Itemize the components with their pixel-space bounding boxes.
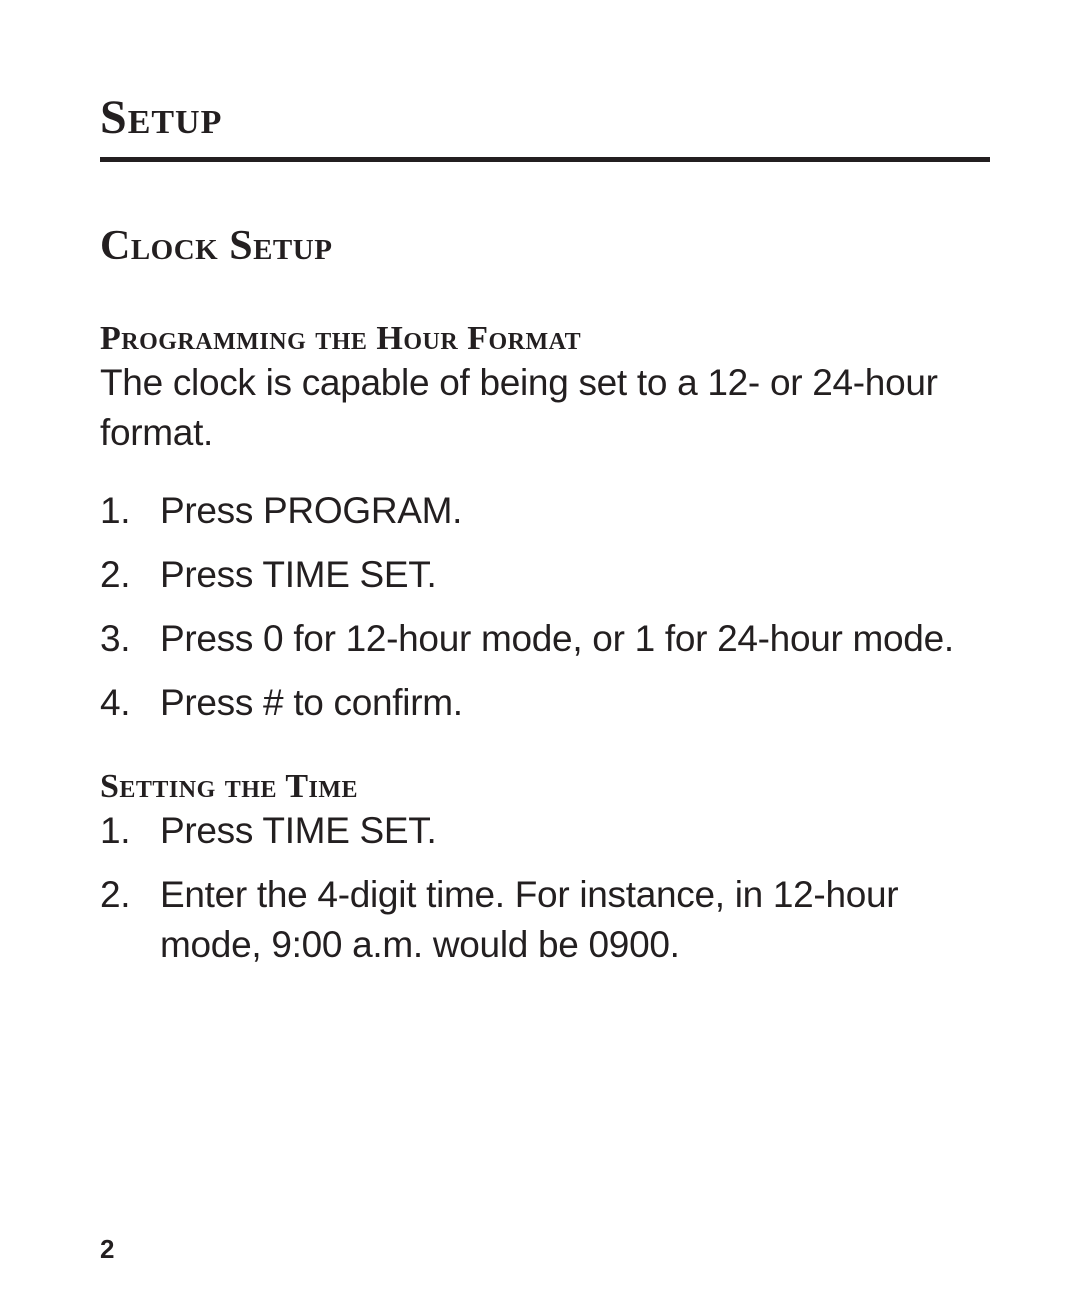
subsection-heading-setting-time: Setting the Time xyxy=(100,768,990,806)
step-item: Press TIME SET. xyxy=(100,550,990,600)
step-item: Enter the 4-digit time. For instance, in… xyxy=(100,870,990,970)
section-heading: Clock Setup xyxy=(100,222,990,270)
step-item: Press PROGRAM. xyxy=(100,486,990,536)
page-number: 2 xyxy=(100,1234,114,1265)
intro-paragraph: The clock is capable of being set to a 1… xyxy=(100,358,990,458)
steps-list-setting-time: Press TIME SET. Enter the 4-digit time. … xyxy=(100,806,990,970)
subsection-hour-format: Programming the Hour Format The clock is… xyxy=(100,320,990,728)
subsection-setting-time: Setting the Time Press TIME SET. Enter t… xyxy=(100,768,990,970)
steps-list-hour-format: Press PROGRAM. Press TIME SET. Press 0 f… xyxy=(100,486,990,728)
main-heading: Setup xyxy=(100,90,990,145)
step-item: Press TIME SET. xyxy=(100,806,990,856)
subsection-heading-hour-format: Programming the Hour Format xyxy=(100,320,990,358)
step-item: Press # to confirm. xyxy=(100,678,990,728)
heading-rule xyxy=(100,157,990,162)
step-item: Press 0 for 12-hour mode, or 1 for 24-ho… xyxy=(100,614,990,664)
